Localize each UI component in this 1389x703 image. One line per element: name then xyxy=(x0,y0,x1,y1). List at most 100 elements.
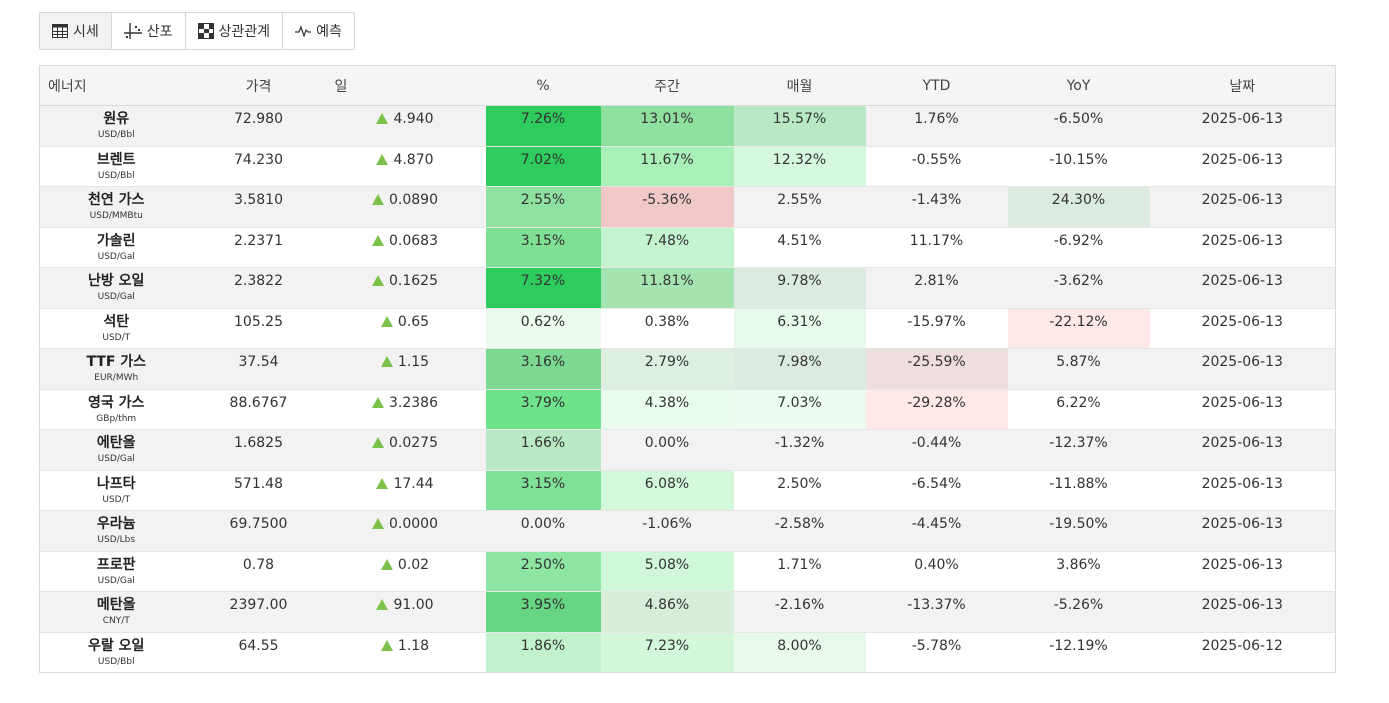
commodity-name[interactable]: 메탄올 xyxy=(96,597,136,613)
commodity-name[interactable]: 영국 가스 xyxy=(88,394,145,411)
ytd-change-cell: -0.44% xyxy=(865,429,1008,470)
weekly-change-cell: -5.36% xyxy=(600,186,734,227)
price-cell: 2.3822 xyxy=(192,267,325,308)
monthly-change-cell: 4.51% xyxy=(733,226,866,268)
col-header-percent[interactable]: % xyxy=(485,65,601,106)
weekly-change-cell: 11.67% xyxy=(600,145,734,187)
price-cell: 2397.00 xyxy=(192,591,325,632)
col-header-energy[interactable]: 에너지 xyxy=(39,65,193,106)
percent-change-cell: 1.86% xyxy=(485,631,601,673)
commodity-name[interactable]: 가솔린 xyxy=(96,232,136,249)
day-change-cell: 0.0000 xyxy=(324,510,486,551)
col-header-date[interactable]: 날짜 xyxy=(1149,65,1336,106)
day-change-cell: 3.2386 xyxy=(324,388,486,430)
up-arrow-icon xyxy=(376,599,389,610)
commodity-cell: 석탄 USD/T xyxy=(39,307,193,349)
date-cell: 2025-06-13 xyxy=(1149,510,1336,551)
day-change-value: 4.870 xyxy=(393,151,434,168)
commodity-cell: 메탄올 CNY/T xyxy=(39,591,193,632)
date-cell: 2025-06-13 xyxy=(1149,186,1336,227)
tab-quotes[interactable]: 시세 xyxy=(40,13,112,49)
monthly-change-cell: 15.57% xyxy=(733,105,866,146)
commodity-name[interactable]: 에탄올 xyxy=(96,435,136,451)
commodity-name[interactable]: 천연 가스 xyxy=(88,192,145,208)
commodity-cell: 원유 USD/Bbl xyxy=(39,105,193,146)
table-row[interactable]: 메탄올 CNY/T 2397.00 91.00 3.95% 4.86% -2.16% -13.… xyxy=(39,591,1336,632)
table-row[interactable]: 브렌트 USD/Bbl 74.230 4.870 7.02% 11.67% 12.32% -0… xyxy=(39,145,1336,187)
table-row[interactable]: 우랄 오일 USD/Bbl 64.55 1.18 1.86% 7.23% 8.00% -5.7… xyxy=(39,631,1336,673)
monthly-change-cell: -2.58% xyxy=(733,510,866,551)
commodity-name[interactable]: 우라늄 xyxy=(96,516,136,532)
up-arrow-icon xyxy=(372,437,384,448)
monthly-change-cell: -1.32% xyxy=(733,429,866,470)
percent-change-cell: 7.26% xyxy=(485,105,601,146)
yoy-change-cell: -11.88% xyxy=(1007,469,1150,511)
commodity-name[interactable]: 나프타 xyxy=(96,475,136,492)
commodity-name[interactable]: 석탄 xyxy=(103,313,130,330)
commodity-unit: USD/Gal xyxy=(97,454,135,464)
day-change-cell: 17.44 xyxy=(324,469,486,511)
col-header-week[interactable]: 주간 xyxy=(600,65,734,106)
commodity-unit: USD/Bbl xyxy=(97,130,135,140)
tab-forecast[interactable]: 예측 xyxy=(283,13,354,49)
col-header-month[interactable]: 매월 xyxy=(733,65,866,106)
day-change-cell: 0.0890 xyxy=(324,186,486,227)
monthly-change-cell: 7.03% xyxy=(733,388,866,430)
tab-label: 상관관계 xyxy=(218,24,271,40)
day-change-value: 0.0000 xyxy=(389,516,438,532)
commodity-name[interactable]: 난방 오일 xyxy=(88,273,145,289)
table-row[interactable]: 천연 가스 USD/MMBtu 3.5810 0.0890 2.55% -5.36% 2.5… xyxy=(39,186,1336,227)
weekly-change-cell: 0.38% xyxy=(600,307,734,349)
day-change-value: 0.65 xyxy=(397,313,430,330)
commodity-cell: 에탄올 USD/Gal xyxy=(39,429,193,470)
ytd-change-cell: 11.17% xyxy=(865,226,1008,268)
table-header: 에너지 가격 일 % 주간 매월 YTD YoY 날짜 xyxy=(39,65,1336,106)
weekly-change-cell: -1.06% xyxy=(600,510,734,551)
up-arrow-icon xyxy=(372,518,384,529)
day-change-cell: 0.0275 xyxy=(324,429,486,470)
col-header-yoy[interactable]: YoY xyxy=(1007,65,1150,106)
table-row[interactable]: 영국 가스 GBp/thm 88.6767 3.2386 3.79% 4.38% 7.03%… xyxy=(39,388,1336,430)
date-cell: 2025-06-13 xyxy=(1149,105,1336,146)
percent-change-cell: 3.79% xyxy=(485,388,601,430)
commodity-cell: 우라늄 USD/Lbs xyxy=(39,510,193,551)
percent-change-cell: 3.16% xyxy=(485,348,601,389)
tab-correlation[interactable]: 상관관계 xyxy=(185,13,284,49)
col-header-day[interactable]: 일 xyxy=(324,65,486,106)
date-cell: 2025-06-13 xyxy=(1149,550,1336,592)
correlation-icon xyxy=(197,23,214,39)
table-row[interactable]: 나프타 USD/T 571.48 17.44 3.15% 6.08% 2.50% -6.54%… xyxy=(39,469,1336,511)
energy-quotes-table: 에너지 가격 일 % 주간 매월 YTD YoY 날짜 원유 USD/Bbl 72.… xyxy=(39,65,1336,673)
weekly-change-cell: 6.08% xyxy=(600,469,734,511)
day-change-cell: 1.15 xyxy=(324,348,486,389)
day-change-value: 1.15 xyxy=(397,354,430,370)
ytd-change-cell: -0.55% xyxy=(865,145,1008,187)
commodity-name[interactable]: 프로판 xyxy=(96,556,136,573)
percent-change-cell: 7.32% xyxy=(485,267,601,308)
table-row[interactable]: 석탄 USD/T 105.25 0.65 0.62% 0.38% 6.31% -15.97% -… xyxy=(39,307,1336,349)
day-change-cell: 0.02 xyxy=(324,550,486,592)
commodity-cell: 나프타 USD/T xyxy=(39,469,193,511)
commodity-name[interactable]: TTF 가스 xyxy=(86,354,147,370)
col-header-ytd[interactable]: YTD xyxy=(865,65,1008,106)
table-row[interactable]: 가솔린 USD/Gal 2.2371 0.0683 3.15% 7.48% 4.51% 11.… xyxy=(39,226,1336,268)
ytd-change-cell: -25.59% xyxy=(865,348,1008,389)
percent-change-cell: 3.15% xyxy=(485,469,601,511)
yoy-change-cell: -12.37% xyxy=(1007,429,1150,470)
col-header-price[interactable]: 가격 xyxy=(192,65,325,106)
commodity-name[interactable]: 원유 xyxy=(103,111,130,127)
table-row[interactable]: 프로판 USD/Gal 0.78 0.02 2.50% 5.08% 1.71% 0.40% 3.… xyxy=(39,550,1336,592)
table-row[interactable]: 우라늄 USD/Lbs 69.7500 0.0000 0.00% -1.06% -2.58%… xyxy=(39,510,1336,551)
yoy-change-cell: -22.12% xyxy=(1007,307,1150,349)
commodity-unit: EUR/MWh xyxy=(94,373,139,383)
yoy-change-cell: -6.92% xyxy=(1007,226,1150,268)
commodity-name[interactable]: 브렌트 xyxy=(96,151,136,168)
tab-scatter[interactable]: 산포 xyxy=(111,13,186,49)
table-row[interactable]: 에탄올 USD/Gal 1.6825 0.0275 1.66% 0.00% -1.32% -0… xyxy=(39,429,1336,470)
up-arrow-icon xyxy=(380,639,393,651)
commodity-name[interactable]: 우랄 오일 xyxy=(88,637,145,654)
table-row[interactable]: 난방 오일 USD/Gal 2.3822 0.1625 7.32% 11.81% 9.78%… xyxy=(39,267,1336,308)
table-row[interactable]: 원유 USD/Bbl 72.980 4.940 7.26% 13.01% 15.57% 1.7… xyxy=(39,105,1336,146)
table-row[interactable]: TTF 가스 EUR/MWh 37.54 1.15 3.16% 2.79% 7.98% -25… xyxy=(39,348,1336,389)
day-change-value: 91.00 xyxy=(393,597,434,613)
